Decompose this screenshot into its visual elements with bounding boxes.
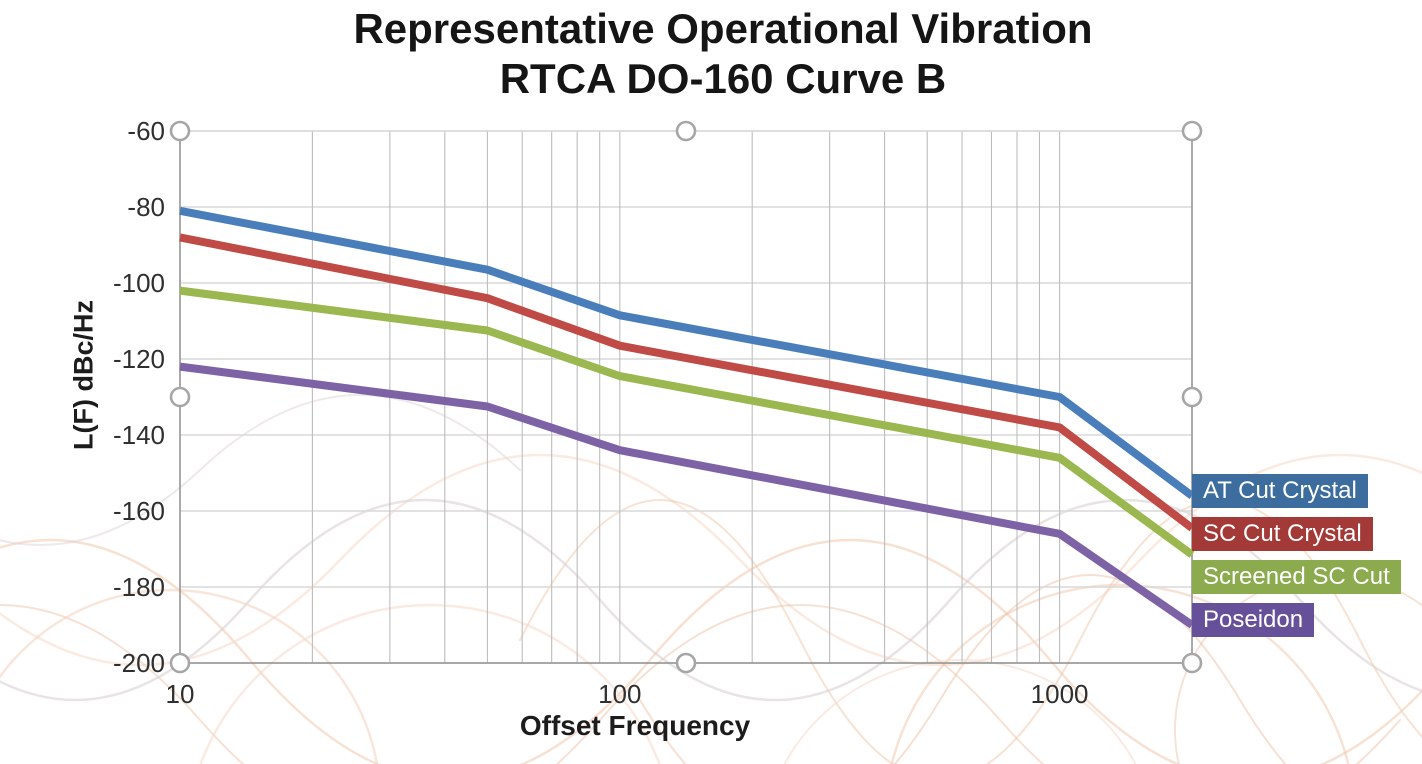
y-tick-label: -120 [113,344,165,374]
selection-handle[interactable] [169,386,191,408]
y-tick-label: -80 [127,192,165,222]
selection-handle[interactable] [169,120,191,142]
legend-item-sc-cut-crystal[interactable]: SC Cut Crystal [1192,517,1373,551]
x-tick-label: 10 [166,679,195,709]
x-tick-label: 1000 [1031,679,1089,709]
legend: AT Cut Crystal SC Cut Crystal Screened SC … [1192,474,1401,637]
series-line-at-cut-crystal[interactable] [179,206,1195,500]
selection-handle[interactable] [1181,120,1203,142]
y-tick-label: -200 [113,648,165,678]
y-tick-label: -100 [113,268,165,298]
chart-title-line1: Representative Operational Vibration [353,5,1093,52]
legend-item-screened-sc-cut[interactable]: Screened SC Cut [1192,560,1401,594]
selection-handle[interactable] [169,652,191,674]
series-line-sc-cut-crystal[interactable] [179,233,1195,532]
x-tick-label: 100 [598,679,641,709]
x-axis-title: Offset Frequency [519,710,751,741]
chart-title-line2: RTCA DO-160 Curve B [499,55,947,102]
legend-item-at-cut-crystal[interactable]: AT Cut Crystal [1192,474,1368,508]
selection-handle[interactable] [675,120,697,142]
y-tick-label: -160 [113,496,165,526]
series-line-screened-sc-cut[interactable] [179,286,1195,558]
selection-handle[interactable] [675,652,697,674]
y-tick-label: -140 [113,420,165,450]
selection-handle[interactable] [1181,652,1203,674]
y-tick-label: -60 [127,116,165,146]
y-tick-label: -180 [113,572,165,602]
legend-item-poseidon[interactable]: Poseidon [1192,603,1315,637]
series-line-poseidon[interactable] [179,362,1195,629]
chart-title: Representative Operational Vibration RTC… [0,4,1422,104]
selection-handle[interactable] [1181,386,1203,408]
